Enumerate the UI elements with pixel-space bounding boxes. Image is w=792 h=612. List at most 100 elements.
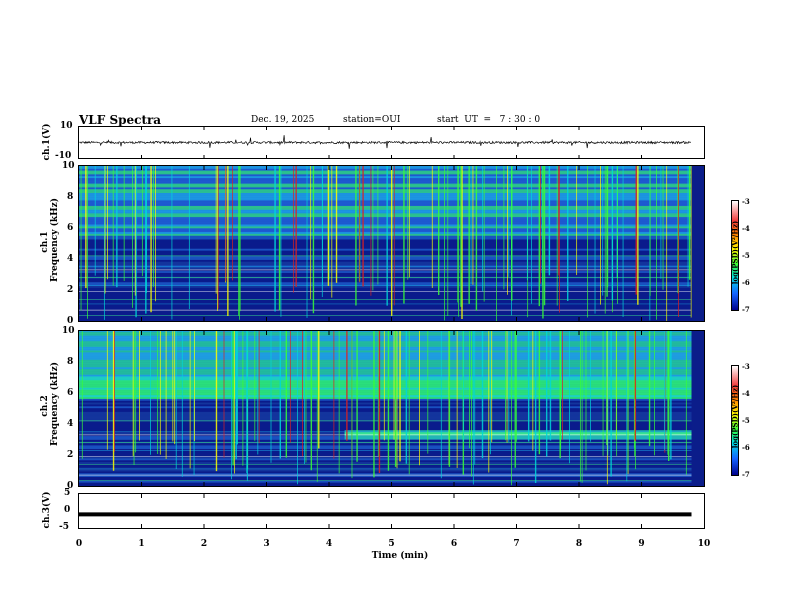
x-tick-label: 0 — [75, 539, 83, 549]
ch1-spectrogram-panel — [78, 165, 705, 322]
spectrogram-band — [79, 278, 692, 281]
spectrogram-band — [79, 335, 692, 338]
spectrogram-band — [79, 172, 692, 175]
spectrogram-band — [79, 461, 692, 464]
spectrogram-band — [79, 231, 692, 234]
spectrogram-band — [79, 166, 692, 169]
colorbar-tick-label: -3 — [742, 362, 750, 371]
spectrogram-band — [79, 203, 692, 206]
figure-title: VLF Spectra — [79, 113, 162, 127]
spectrogram-band — [79, 315, 692, 318]
spectrogram-band — [79, 415, 692, 418]
spectrogram-band — [79, 228, 692, 231]
spectrogram-band — [79, 267, 692, 270]
spectrogram-band — [79, 174, 692, 177]
ch3-wave-ymax: 5 — [64, 488, 71, 498]
station-label: station=OUI — [343, 115, 401, 125]
freq-tick-label: 6 — [67, 223, 74, 233]
spectrogram-band — [79, 237, 692, 240]
spectrogram-band — [79, 426, 692, 429]
spectrogram-band — [79, 248, 692, 251]
x-tick-label: 3 — [263, 539, 270, 549]
spectrogram-band — [79, 333, 692, 336]
colorbar-tick-label: -4 — [742, 224, 750, 233]
spectrogram-band — [79, 365, 692, 368]
spectrogram-band — [79, 359, 692, 362]
spectrogram-band — [79, 346, 692, 349]
spectrogram-band — [79, 319, 692, 321]
ch1-colorbar — [731, 200, 739, 311]
spectrogram-band — [79, 419, 692, 422]
spectrogram-band — [79, 368, 692, 371]
spectrogram-band — [79, 331, 692, 334]
spectrogram-band — [79, 374, 692, 377]
colorbar-tick-label: -6 — [742, 443, 750, 452]
spectrogram-band — [79, 313, 692, 316]
x-tick-label: 1 — [138, 539, 145, 549]
x-tick-label: 7 — [513, 539, 520, 549]
spectrogram-band — [79, 366, 692, 370]
spectrogram-band — [79, 257, 692, 260]
spectrogram-band — [79, 254, 692, 257]
ch2-spec-ylabel-channel: ch.2 — [40, 395, 50, 417]
no-data-region — [691, 166, 704, 321]
spectrogram-band — [79, 200, 692, 203]
spectrogram-band — [79, 235, 692, 238]
spectrogram-band — [79, 201, 692, 205]
x-tick-label: 10 — [697, 539, 711, 549]
spectrogram-band — [79, 387, 692, 390]
spectrogram-band — [79, 187, 692, 190]
spectrogram-band — [79, 350, 692, 353]
spectrogram-band — [79, 194, 692, 197]
ch2-colorbar — [731, 365, 739, 476]
ch3-waveform-plot — [79, 494, 692, 528]
spectrogram-band — [79, 214, 692, 218]
spectrogram-band — [79, 211, 692, 214]
x-tick-label: 4 — [325, 539, 333, 549]
spectrogram-band — [79, 482, 692, 485]
spectrogram-band — [79, 348, 692, 351]
no-data-region — [691, 331, 704, 486]
spectrogram-band — [79, 246, 692, 249]
ch2-spec-ylabel: ch.2 Frequency (kHz) — [40, 362, 60, 446]
spectrogram-band — [79, 458, 692, 461]
spectrogram-band — [79, 402, 692, 405]
spectrogram-band — [79, 445, 692, 448]
spectrogram-band — [79, 281, 692, 285]
ch3-wave-ylabel: ch.3(V) — [42, 491, 52, 529]
spectrogram-band — [79, 280, 692, 283]
spectrogram-band — [79, 272, 692, 275]
spectrogram-band — [79, 317, 692, 320]
x-tick-label: 9 — [638, 539, 645, 549]
spectrogram-band — [79, 181, 692, 184]
spectrogram-band — [79, 404, 692, 407]
colorbar-tick-label: -6 — [742, 278, 750, 287]
ch3-wave-ymid: 0 — [64, 505, 71, 515]
spectrogram-band — [79, 177, 692, 180]
x-tick-label: 5 — [388, 539, 395, 549]
spectrogram-band — [79, 209, 692, 212]
spectrogram-band — [79, 342, 692, 345]
spectrogram-band — [79, 353, 692, 357]
freq-tick-label: 2 — [67, 450, 74, 460]
spectrogram-band — [79, 344, 692, 347]
date-label: Dec. 19, 2025 — [251, 115, 315, 125]
spectrogram-band — [79, 241, 692, 244]
spectrogram-band — [79, 175, 692, 179]
spectrogram-band — [79, 409, 692, 412]
spectrogram-band — [79, 389, 692, 392]
colorbar-tick-label: -5 — [742, 251, 750, 260]
spectrogram-band — [79, 293, 692, 296]
spectrogram-band — [79, 379, 692, 383]
spectrogram-band — [79, 463, 692, 466]
spectrogram-band — [79, 391, 692, 394]
spectrogram-band — [79, 179, 692, 182]
ch1-spec-ylabel-channel: ch.1 — [40, 231, 50, 253]
spectrogram-band — [79, 229, 692, 233]
spectrogram-band — [79, 361, 692, 364]
freq-tick-label: 8 — [67, 357, 74, 367]
ch1-spec-ylabel: ch.1 Frequency (kHz) — [40, 198, 60, 282]
freq-tick-label: 6 — [67, 388, 74, 398]
spectrogram-band — [79, 370, 692, 373]
